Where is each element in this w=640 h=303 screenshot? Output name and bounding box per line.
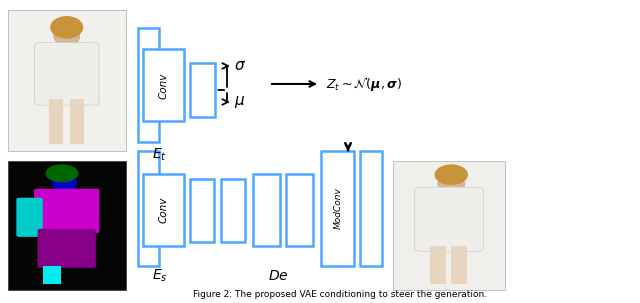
FancyBboxPatch shape <box>35 43 99 105</box>
Bar <box>360 152 382 266</box>
Bar <box>430 246 445 285</box>
FancyBboxPatch shape <box>17 198 43 237</box>
Bar <box>190 178 214 241</box>
FancyBboxPatch shape <box>38 229 96 268</box>
Bar <box>321 152 355 266</box>
Text: $\sigma$: $\sigma$ <box>234 58 246 73</box>
Ellipse shape <box>51 174 77 191</box>
Bar <box>8 10 125 151</box>
FancyBboxPatch shape <box>415 187 483 251</box>
Bar <box>143 174 184 246</box>
Bar <box>253 174 280 246</box>
Text: $De$: $De$ <box>268 269 289 283</box>
Ellipse shape <box>45 165 79 182</box>
Text: Conv: Conv <box>159 72 168 99</box>
FancyBboxPatch shape <box>34 189 99 233</box>
Bar <box>221 178 245 241</box>
Ellipse shape <box>438 175 465 193</box>
Bar <box>286 174 313 246</box>
Bar <box>451 246 467 285</box>
Bar <box>8 161 125 290</box>
Bar <box>138 28 159 142</box>
Bar <box>138 152 159 266</box>
Text: $E_s$: $E_s$ <box>152 268 167 284</box>
Bar <box>394 161 505 290</box>
Text: ModConv: ModConv <box>333 188 342 229</box>
Bar <box>49 99 63 145</box>
Bar <box>43 266 61 285</box>
Text: $Z_t \sim \mathcal{N}(\boldsymbol{\mu}, \boldsymbol{\sigma})$: $Z_t \sim \mathcal{N}(\boldsymbol{\mu}, … <box>326 75 403 93</box>
Ellipse shape <box>50 16 83 38</box>
Bar <box>143 49 184 122</box>
Text: $E_t$: $E_t$ <box>152 146 167 163</box>
Text: Figure 2: The proposed VAE conditioning to steer the generation.: Figure 2: The proposed VAE conditioning … <box>193 290 486 299</box>
Text: Conv: Conv <box>159 197 168 223</box>
Bar <box>190 63 216 117</box>
Text: $\mu$: $\mu$ <box>234 94 245 110</box>
Ellipse shape <box>435 165 468 185</box>
Bar <box>70 99 84 145</box>
Ellipse shape <box>54 26 79 46</box>
